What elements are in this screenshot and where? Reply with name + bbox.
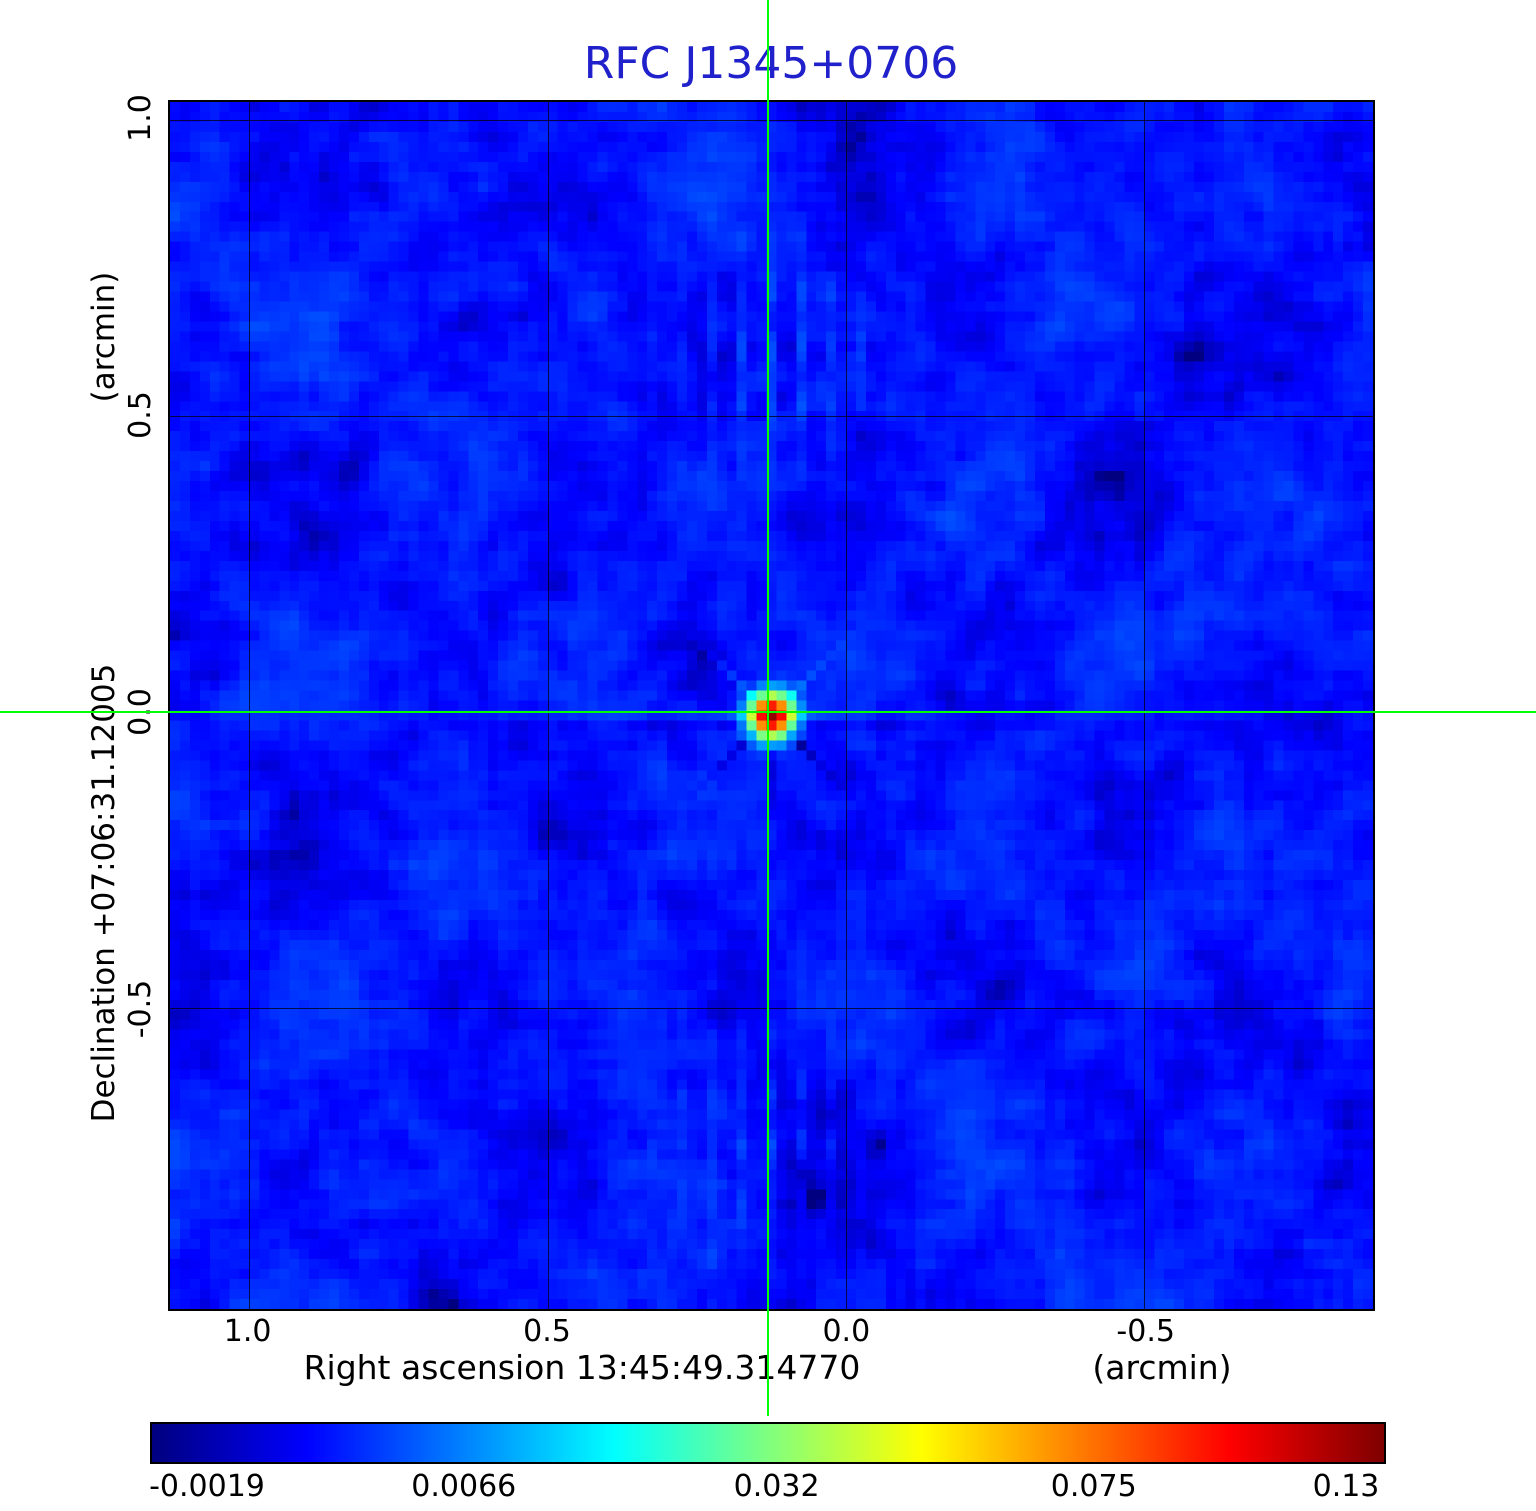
grid-line-vertical <box>547 102 549 1309</box>
grid-line-vertical <box>249 102 251 1309</box>
colorbar-tick-label: 0.0066 <box>411 1469 517 1504</box>
y-axis-label: Declination +07:06:31.12005 <box>86 663 122 1123</box>
crosshair-vertical-line <box>766 0 769 1416</box>
chart-title: RFC J1345+0706 <box>583 38 959 89</box>
colorbar-tick-label: 0.13 <box>1312 1469 1380 1504</box>
grid-line-vertical <box>846 102 848 1309</box>
colorbar-tick-label: 0.032 <box>733 1469 820 1504</box>
crosshair-horizontal-line <box>0 711 1536 714</box>
grid-line-horizontal <box>170 416 1373 418</box>
grid-line-horizontal <box>170 1007 1373 1009</box>
colorbar <box>150 1422 1386 1464</box>
grid-layer <box>170 102 1373 1309</box>
x-tick-label: 1.0 <box>223 1314 272 1349</box>
y-tick-label: 1.0 <box>123 94 158 143</box>
y-tick-label: 0.5 <box>123 391 158 440</box>
x-tick-label: 0.5 <box>523 1314 571 1349</box>
x-axis-unit: (arcmin) <box>1092 1348 1232 1387</box>
x-tick-label: 0.0 <box>822 1314 871 1349</box>
x-axis-label: Right ascension 13:45:49.314770 <box>303 1348 861 1387</box>
grid-line-vertical <box>1144 102 1146 1309</box>
sky-map-canvas <box>170 102 1373 1309</box>
x-tick-label: -0.5 <box>1116 1314 1175 1349</box>
y-tick-label: -0.5 <box>123 979 158 1039</box>
colorbar-tick-label: -0.0019 <box>149 1469 265 1504</box>
y-axis-unit: (arcmin) <box>86 271 122 403</box>
colorbar-tick-label: 0.075 <box>1050 1469 1137 1504</box>
sky-map-plot <box>168 100 1375 1311</box>
grid-line-horizontal <box>170 120 1373 122</box>
